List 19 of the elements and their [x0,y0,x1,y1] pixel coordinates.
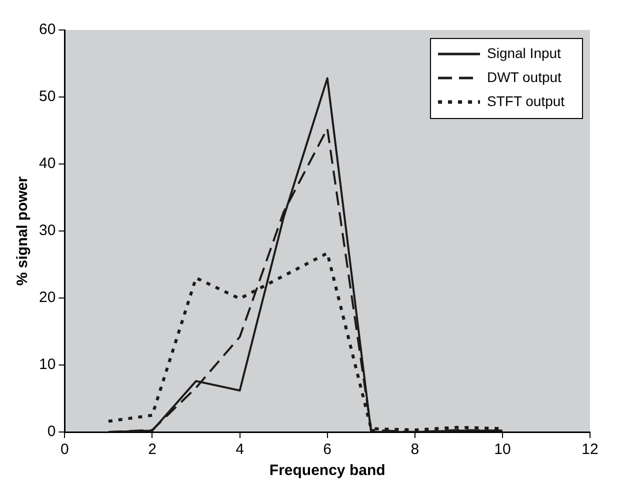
x-tick-label: 12 [582,441,598,458]
legend-label: Signal Input [487,44,562,61]
y-tick-label: 60 [38,21,56,38]
y-axis-title: % signal power [14,176,32,286]
legend-label: DWT output [487,68,562,85]
y-tick-label: 10 [38,356,56,374]
x-tick-label: 4 [236,441,244,458]
y-tick-label: 40 [38,155,56,172]
x-tick-label: 8 [410,441,420,458]
x-axis-title: Frequency band [269,462,386,480]
x-tick-label: 10 [494,441,511,458]
y-tick-label: 0 [47,423,56,440]
x-tick-label: 0 [60,441,69,458]
legend-label: STFT output [487,92,565,109]
x-tick-label: 2 [148,441,156,458]
y-tick-label: 20 [38,289,56,306]
y-tick-label: 50 [38,88,56,106]
x-tick-label: 6 [323,441,332,458]
y-tick-label: 30 [38,222,56,240]
